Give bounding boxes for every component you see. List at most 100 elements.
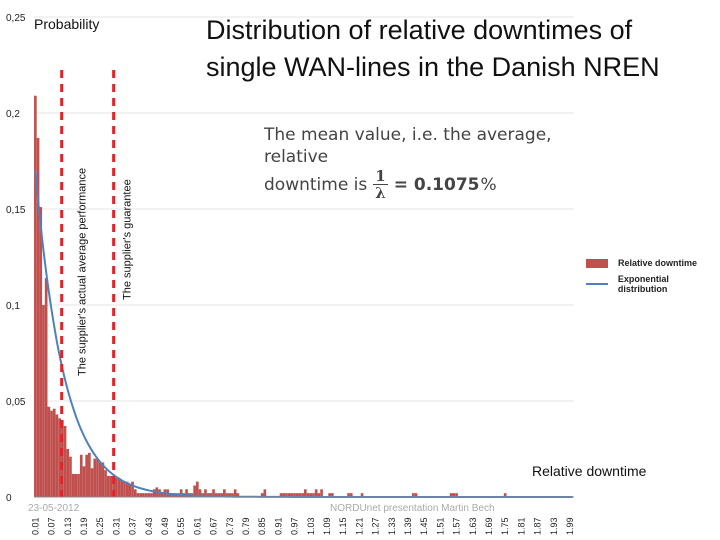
histogram-bar — [455, 493, 458, 497]
histogram-bar — [279, 493, 283, 497]
y-tick-label: 0,1 — [6, 301, 20, 312]
formula-unit: % — [480, 174, 497, 195]
histogram-bar — [71, 473, 75, 497]
line-swatch-icon — [586, 283, 608, 285]
x-tick-label: 1.81 — [516, 517, 526, 535]
x-tick-label: 1.33 — [387, 517, 397, 535]
gridlines — [34, 16, 574, 402]
annotation-label: The supplier's actual average performanc… — [77, 168, 89, 376]
histogram-bar — [90, 468, 94, 497]
histogram-bar — [414, 493, 418, 497]
fraction-numerator: 1 — [373, 167, 388, 185]
title-line-1: Distribution of relative downtimes of — [206, 15, 633, 45]
histogram-bar — [142, 493, 145, 497]
histogram-bar — [295, 493, 299, 497]
histogram-bar — [320, 489, 323, 497]
histogram-bar — [228, 493, 232, 497]
histogram-bar — [109, 475, 113, 497]
histogram-bar — [117, 477, 121, 497]
x-tick-label: 1.99 — [565, 517, 575, 535]
x-tick-label: 1.27 — [371, 517, 381, 535]
y-tick-label: 0,2 — [6, 109, 20, 120]
histogram-bar — [198, 489, 202, 497]
y-tick-label: 0 — [6, 493, 12, 504]
histogram-bar — [231, 493, 234, 497]
histogram-bar — [115, 477, 118, 497]
histogram-bar — [452, 493, 456, 497]
histogram-bar — [69, 456, 72, 497]
histogram-bar — [152, 489, 156, 497]
y-tick-labels: 0 0,05 0,1 0,15 0,2 0,25 — [6, 13, 26, 504]
histogram-bar — [50, 410, 53, 497]
histogram-bar — [147, 493, 151, 497]
histogram-bar — [236, 493, 240, 497]
histogram-bar — [304, 489, 307, 497]
histogram-bar — [169, 493, 172, 497]
mean-text-line-1: The mean value, i.e. the average, relati… — [264, 125, 552, 167]
x-tick-label: 1.09 — [322, 517, 332, 535]
histogram-bar — [412, 493, 415, 497]
histogram-bar — [98, 462, 102, 497]
histogram-bar — [77, 473, 80, 497]
x-tick-label: 0.97 — [290, 517, 300, 535]
histogram-bar — [44, 278, 48, 497]
annotation-label: The supplier's guarantee — [122, 179, 134, 300]
histogram-bar — [185, 489, 188, 497]
histogram-bar — [133, 489, 137, 497]
formula-equals: = 0.1075 — [394, 174, 480, 196]
histogram-bar — [79, 454, 83, 497]
histogram-bar — [101, 462, 105, 497]
x-tick-label: 1.15 — [338, 517, 348, 535]
x-tick-label: 1.63 — [468, 517, 478, 535]
histogram-bar — [331, 493, 334, 497]
histogram-bar — [39, 207, 43, 497]
x-tick-label: 0.67 — [209, 517, 219, 535]
histogram-bar — [317, 493, 321, 497]
histogram-bar — [96, 458, 99, 497]
x-tick-label: 1.87 — [533, 517, 543, 535]
legend-item-bars: Relative downtime — [586, 258, 720, 268]
histogram-bar — [260, 493, 264, 497]
histogram-bar — [63, 425, 67, 497]
histogram-bar — [328, 493, 331, 497]
legend-item-curve: Exponential distribution — [586, 274, 720, 294]
x-tick-label: 0.25 — [95, 517, 105, 535]
histogram-bar — [193, 485, 196, 497]
histogram-bar — [196, 481, 199, 497]
histogram-bar — [220, 493, 223, 497]
histogram-bar — [93, 458, 97, 497]
legend-label-curve: Exponential distribution — [617, 274, 669, 294]
histogram-bar — [223, 489, 226, 497]
x-tick-label: 0.43 — [144, 517, 154, 535]
exponential-curve — [34, 170, 573, 498]
x-tick-label: 1.51 — [435, 517, 445, 535]
histogram-bar — [263, 489, 267, 497]
histogram-bar — [58, 418, 61, 497]
histogram-bar — [131, 481, 134, 497]
x-tick-label: 0.13 — [63, 517, 73, 535]
histogram-bar — [104, 470, 107, 497]
legend-label-bars: Relative downtime — [618, 258, 698, 268]
histogram-bar — [128, 483, 132, 497]
histogram-bar — [106, 475, 110, 497]
histogram-bar — [360, 493, 364, 497]
histogram-bar — [112, 475, 115, 497]
x-tick-label: 1.39 — [403, 517, 413, 535]
x-tick-label: 0.01 — [30, 517, 40, 535]
x-tick-label: 1.21 — [354, 517, 364, 535]
y-axis-label: Probability — [34, 16, 100, 32]
x-tick-label: 0.61 — [192, 517, 202, 535]
histogram-bar — [290, 493, 294, 497]
histogram-bar — [214, 493, 218, 497]
histogram-bar — [503, 493, 507, 497]
histogram-bar — [204, 489, 207, 497]
histogram-bar — [293, 493, 296, 497]
histogram-bar — [301, 493, 304, 497]
formula-value: 1075 — [432, 174, 480, 195]
histogram-bar — [144, 493, 148, 497]
histogram-bar — [36, 137, 40, 497]
histogram-bar — [136, 493, 140, 497]
y-tick-label: 0,05 — [6, 397, 26, 408]
histogram-bar — [47, 406, 51, 497]
x-tick-label: 1.93 — [549, 517, 559, 535]
